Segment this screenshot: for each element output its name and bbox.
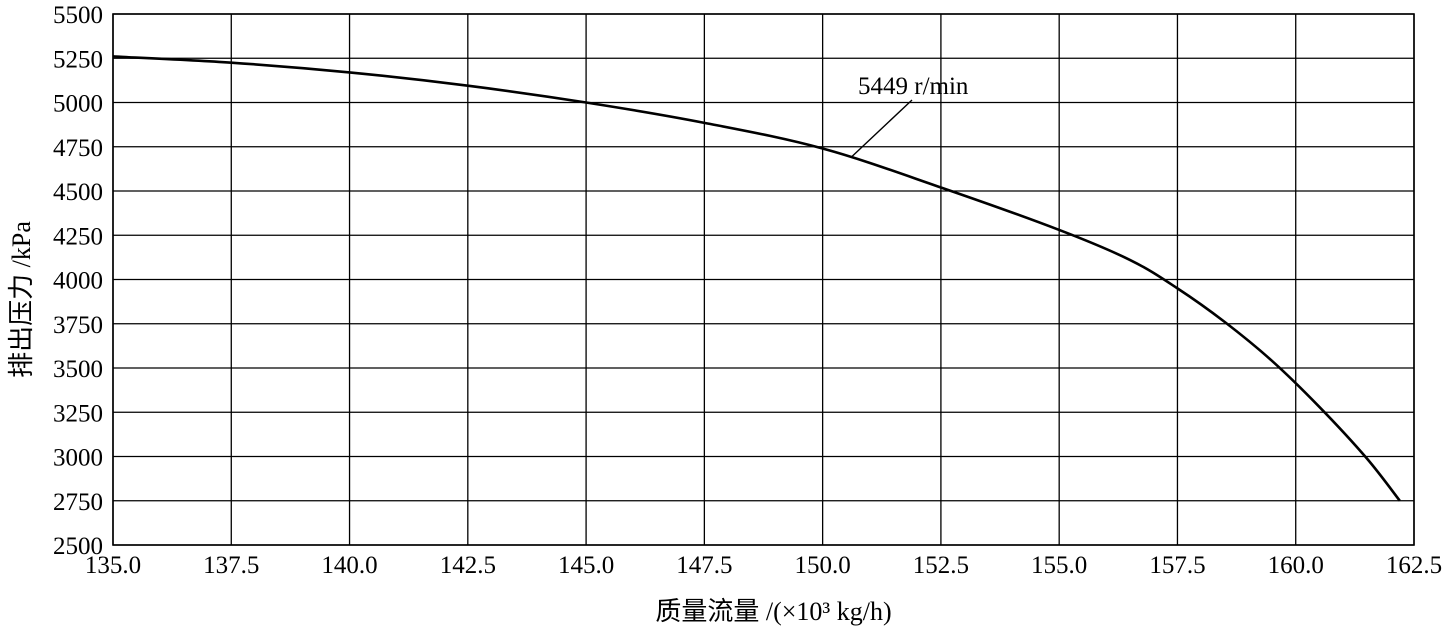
x-tick-label: 160.0 xyxy=(1268,552,1324,579)
x-tick-label: 157.5 xyxy=(1149,552,1205,579)
y-tick-labels: 2500 2750 3000 3250 3500 3750 4000 4250 4500 4750… xyxy=(53,2,103,560)
y-axis-title: 排出压力 /kPa xyxy=(7,221,36,378)
x-tick-label: 155.0 xyxy=(1031,552,1087,579)
y-tick-label: 2750 xyxy=(53,489,103,516)
plot-frame xyxy=(112,13,1415,546)
y-tick-label: 5250 xyxy=(53,46,103,73)
y-tick-label: 4500 xyxy=(53,179,103,206)
y-tick-label: 3750 xyxy=(53,312,103,339)
grid xyxy=(112,13,1415,546)
y-tick-label: 4250 xyxy=(53,223,103,250)
x-tick-label: 145.0 xyxy=(558,552,614,579)
y-tick-label: 4750 xyxy=(53,135,103,162)
x-tick-label: 162.5 xyxy=(1386,552,1442,579)
y-tick-label: 5000 xyxy=(53,91,103,118)
x-tick-labels: 135.0 137.5 140.0 142.5 145.0 147.5 150.0 152.5… xyxy=(85,552,1442,579)
x-tick-label: 140.0 xyxy=(321,552,377,579)
y-tick-label: 3000 xyxy=(53,445,103,472)
x-tick-label: 152.5 xyxy=(913,552,969,579)
y-tick-label: 4000 xyxy=(53,268,103,295)
y-tick-label: 5500 xyxy=(53,2,103,29)
x-axis-title: 质量流量 /(×10³ kg/h) xyxy=(655,597,891,626)
series-annotation-label: 5449 r/min xyxy=(858,73,969,100)
y-tick-label: 3500 xyxy=(53,356,103,383)
y-tick-label: 3250 xyxy=(53,400,103,427)
x-tick-label: 137.5 xyxy=(203,552,259,579)
annotation-leader-line xyxy=(850,99,913,158)
series-line xyxy=(112,55,1401,502)
x-tick-label: 150.0 xyxy=(795,552,851,579)
y-tick-label: 2500 xyxy=(53,533,103,560)
x-tick-label: 135.0 xyxy=(85,552,141,579)
x-tick-label: 142.5 xyxy=(440,552,496,579)
x-tick-label: 147.5 xyxy=(676,552,732,579)
